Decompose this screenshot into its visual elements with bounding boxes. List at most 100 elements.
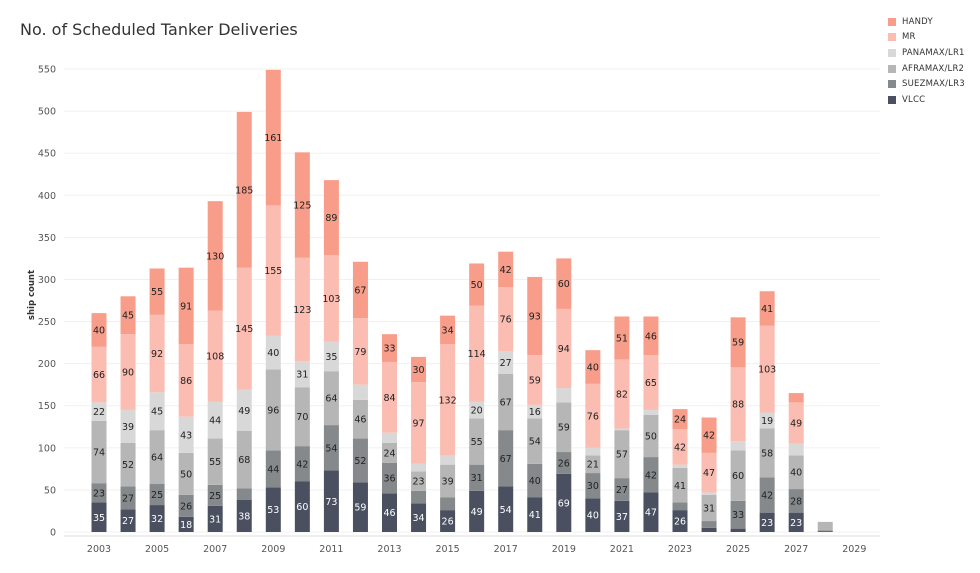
data-label: 34 [413, 513, 425, 524]
data-label: 44 [209, 416, 221, 427]
bar-segment-aframax-lr2 [265, 369, 281, 451]
bar-segment-panamax-lr1 [672, 464, 688, 469]
bar-stack-2021: 37 27 57 82 51 [614, 316, 630, 532]
bar-segment-vlcc [817, 531, 833, 532]
bar-segment-aframax-lr2 [469, 418, 485, 465]
data-label: 41 [529, 510, 541, 521]
bar-segment-handy [701, 417, 717, 453]
bar-segment-vlcc [352, 482, 368, 532]
bar-segment-aframax-lr2 [207, 438, 223, 485]
legend-swatch [888, 48, 896, 57]
data-label: 114 [468, 349, 486, 360]
legend-item-handy[interactable]: HANDY [888, 14, 965, 30]
bar-segment-aframax-lr2 [294, 387, 310, 447]
data-label: 79 [354, 347, 366, 358]
data-label: 26 [558, 458, 570, 469]
bar-segment-mr [236, 267, 252, 390]
bar-segment-aframax-lr2 [323, 371, 339, 426]
data-label: 67 [500, 454, 512, 465]
bar-segment-aframax-lr2 [120, 442, 136, 487]
data-label: 43 [180, 430, 192, 441]
data-label: 23 [761, 518, 773, 529]
bar-stack-2019: 69 26 59 94 60 [556, 258, 572, 532]
bar-segment-panamax-lr1 [323, 341, 339, 372]
legend-item-aframax-lr2[interactable]: AFRAMAX/LR2 [888, 61, 965, 77]
data-label: 123 [293, 305, 311, 316]
bar-segment-suezmax-lr3 [352, 438, 368, 483]
bar-segment-vlcc [788, 512, 804, 532]
bar-segment-vlcc [672, 510, 688, 532]
x-tick-label: 2023 [668, 544, 692, 555]
data-label: 33 [732, 510, 744, 521]
bar-stack-2015: 26 39 132 34 [439, 315, 457, 532]
bar-segment-vlcc [701, 527, 717, 532]
bar-segment-panamax-lr1 [440, 455, 456, 465]
y-tick-label: 550 [38, 65, 56, 76]
data-label: 46 [645, 331, 657, 342]
bar-stack-2018: 41 40 54 16 59 93 [527, 276, 543, 532]
bar-stack-2006: 18 26 50 43 86 91 [178, 267, 194, 532]
legend-item-suezmax-lr3[interactable]: SUEZMAX/LR3 [888, 76, 965, 92]
data-label: 60 [732, 471, 744, 482]
bar-segment-aframax-lr2 [352, 399, 368, 439]
x-tick-label: 2005 [145, 544, 169, 555]
x-tick-label: 2027 [784, 544, 808, 555]
data-label: 103 [758, 365, 776, 376]
bar-segment-handy [614, 316, 630, 360]
data-label: 24 [383, 448, 395, 459]
data-label: 40 [267, 348, 279, 359]
data-label: 59 [354, 503, 366, 514]
data-label: 73 [325, 497, 337, 508]
bar-segment-panamax-lr1 [352, 384, 368, 400]
bar-segment-vlcc [730, 528, 746, 532]
legend-swatch [888, 95, 896, 104]
data-label: 26 [674, 517, 686, 528]
data-label: 92 [151, 349, 163, 360]
data-label: 41 [674, 481, 686, 492]
data-label: 35 [325, 352, 337, 363]
bar-segment-panamax-lr1 [643, 409, 659, 415]
legend-item-vlcc[interactable]: VLCC [888, 92, 965, 108]
data-label: 54 [325, 443, 337, 454]
data-label: 51 [616, 333, 628, 344]
legend-label: PANAMAX/LR1 [902, 47, 965, 58]
x-tick-label: 2017 [494, 544, 518, 555]
data-label: 23 [93, 488, 105, 499]
bar-segment-vlcc [265, 487, 281, 532]
data-label: 45 [151, 407, 163, 418]
bar-segment-mr [585, 383, 601, 448]
data-label: 97 [413, 418, 425, 429]
legend-label: MR [902, 32, 916, 43]
data-label: 31 [703, 504, 715, 515]
data-label: 96 [267, 405, 279, 416]
bar-segment-aframax-lr2 [672, 468, 688, 503]
x-tick-label: 2007 [203, 544, 227, 555]
x-tick-label: 2011 [319, 544, 343, 555]
x-tick-label: 2013 [377, 544, 401, 555]
bar-segment-aframax-lr2 [178, 452, 194, 495]
bar-stack-2009: 53 44 96 40 155 161 [264, 69, 282, 532]
bar-segment-mr [294, 257, 310, 362]
bar-segment-panamax-lr1 [788, 443, 804, 456]
bar-segment-panamax-lr1 [149, 392, 165, 431]
data-label: 50 [645, 432, 657, 443]
bar-segment-handy [440, 315, 456, 345]
data-label: 108 [206, 352, 224, 363]
data-label: 68 [238, 455, 250, 466]
bar-segment-handy [382, 334, 397, 362]
bar-segment-mr [440, 344, 456, 456]
bar-stack-2008: 38 68 49 145 185 [235, 111, 253, 532]
data-label: 34 [442, 325, 454, 336]
y-axis-label: ship count [27, 270, 37, 320]
legend-item-mr[interactable]: MR [888, 30, 965, 46]
bar-segment-handy [527, 276, 543, 356]
x-tick-label: 2025 [726, 544, 750, 555]
data-label: 31 [209, 514, 221, 525]
bar-segment-aframax-lr2 [527, 418, 543, 464]
bar-segment-suezmax-lr3 [469, 464, 485, 491]
data-label: 93 [529, 312, 541, 323]
legend-item-panamax-lr1[interactable]: PANAMAX/LR1 [888, 45, 965, 61]
data-label: 60 [558, 279, 570, 290]
bar-segment-handy [759, 291, 775, 326]
bar-segment-panamax-lr1 [585, 447, 601, 456]
